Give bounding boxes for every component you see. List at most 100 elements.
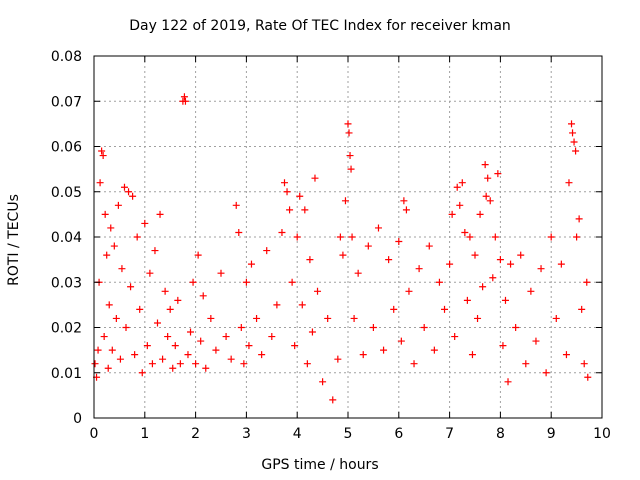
data-point: [151, 247, 159, 255]
data-point: [481, 161, 489, 169]
data-point: [112, 314, 120, 322]
data-point: [341, 197, 349, 205]
data-point: [278, 228, 286, 236]
data-point: [138, 369, 146, 377]
data-point: [435, 278, 443, 286]
data-point: [446, 260, 454, 268]
data-point: [522, 360, 530, 368]
data-point: [569, 129, 577, 137]
data-point: [580, 360, 588, 368]
data-point: [306, 256, 314, 264]
data-point: [222, 333, 230, 341]
data-point: [385, 256, 393, 264]
data-point: [194, 251, 202, 259]
data-point: [301, 206, 309, 214]
x-tick-label: 5: [344, 426, 353, 442]
data-point: [268, 333, 276, 341]
y-tick-label: 0.07: [51, 94, 82, 110]
data-point: [253, 314, 261, 322]
data-point: [192, 360, 200, 368]
data-point: [405, 287, 413, 295]
data-point: [283, 188, 291, 196]
data-point: [415, 265, 423, 273]
data-point: [397, 337, 405, 345]
data-point: [298, 301, 306, 309]
data-point: [120, 183, 128, 191]
data-point: [237, 324, 245, 331]
data-point: [311, 174, 319, 182]
data-point: [552, 314, 560, 322]
data-point: [286, 206, 294, 214]
data-point: [584, 373, 592, 381]
data-point: [122, 324, 130, 331]
data-point: [308, 328, 316, 336]
data-point: [159, 355, 167, 363]
data-point: [489, 274, 497, 282]
data-point: [184, 351, 192, 359]
data-point: [482, 192, 490, 200]
data-point: [364, 242, 372, 250]
data-point: [575, 215, 583, 223]
data-point: [174, 296, 182, 304]
data-point: [180, 93, 188, 101]
data-point: [461, 228, 469, 236]
data-point: [463, 296, 471, 304]
data-point: [235, 228, 243, 236]
x-tick-label: 1: [140, 426, 149, 442]
data-point: [448, 210, 456, 218]
data-point: [369, 324, 377, 331]
data-point: [212, 346, 220, 354]
data-point: [456, 201, 464, 209]
data-point: [583, 278, 591, 286]
data-point: [537, 265, 545, 273]
data-point: [171, 342, 179, 350]
data-point: [99, 152, 107, 160]
data-point: [479, 283, 487, 291]
data-point: [562, 351, 570, 359]
x-tick-label: 2: [191, 426, 200, 442]
data-point: [154, 319, 161, 327]
data-point: [319, 378, 327, 386]
data-point: [240, 360, 248, 368]
data-point: [273, 301, 281, 309]
data-point: [131, 351, 139, 359]
y-tick-label: 0.03: [51, 275, 82, 291]
ticks-layer: 0 1 2 3 4 5 6 7 8 9 10 0 0.01 0.02 0.03 0.04 0.05 0.06 0.0…: [51, 49, 611, 442]
data-point: [345, 129, 353, 137]
y-tick-label: 0.05: [51, 185, 82, 201]
x-tick-label: 4: [293, 426, 302, 442]
data-point: [314, 287, 322, 295]
data-point: [400, 197, 408, 205]
data-point: [96, 179, 104, 187]
data-point: [504, 378, 512, 386]
data-point: [347, 165, 355, 173]
data-point: [354, 269, 362, 277]
data-point: [568, 120, 576, 128]
chart-title: Day 122 of 2019, Rate Of TEC Index for r…: [129, 18, 511, 34]
data-point: [395, 238, 403, 246]
data-point: [181, 97, 189, 105]
data-point: [127, 283, 135, 291]
data-point: [578, 305, 586, 313]
data-point: [476, 210, 484, 218]
data-point: [468, 351, 476, 359]
data-point: [336, 233, 344, 241]
data-point: [110, 242, 118, 250]
data-point: [148, 360, 156, 368]
data-point: [507, 260, 515, 268]
data-point: [161, 287, 169, 295]
data-point: [91, 360, 99, 368]
data-point: [104, 364, 112, 372]
y-tick-label: 0.02: [51, 321, 82, 337]
data-point: [374, 224, 382, 232]
data-point: [557, 260, 565, 268]
data-point: [348, 233, 356, 241]
data-point: [494, 170, 502, 178]
data-point: [146, 269, 154, 277]
data-point: [156, 210, 164, 218]
y-tick-label: 0.06: [51, 140, 82, 156]
data-points-layer: [91, 93, 592, 404]
y-axis-label: ROTI / TECUs: [6, 194, 22, 286]
data-point: [486, 197, 494, 205]
